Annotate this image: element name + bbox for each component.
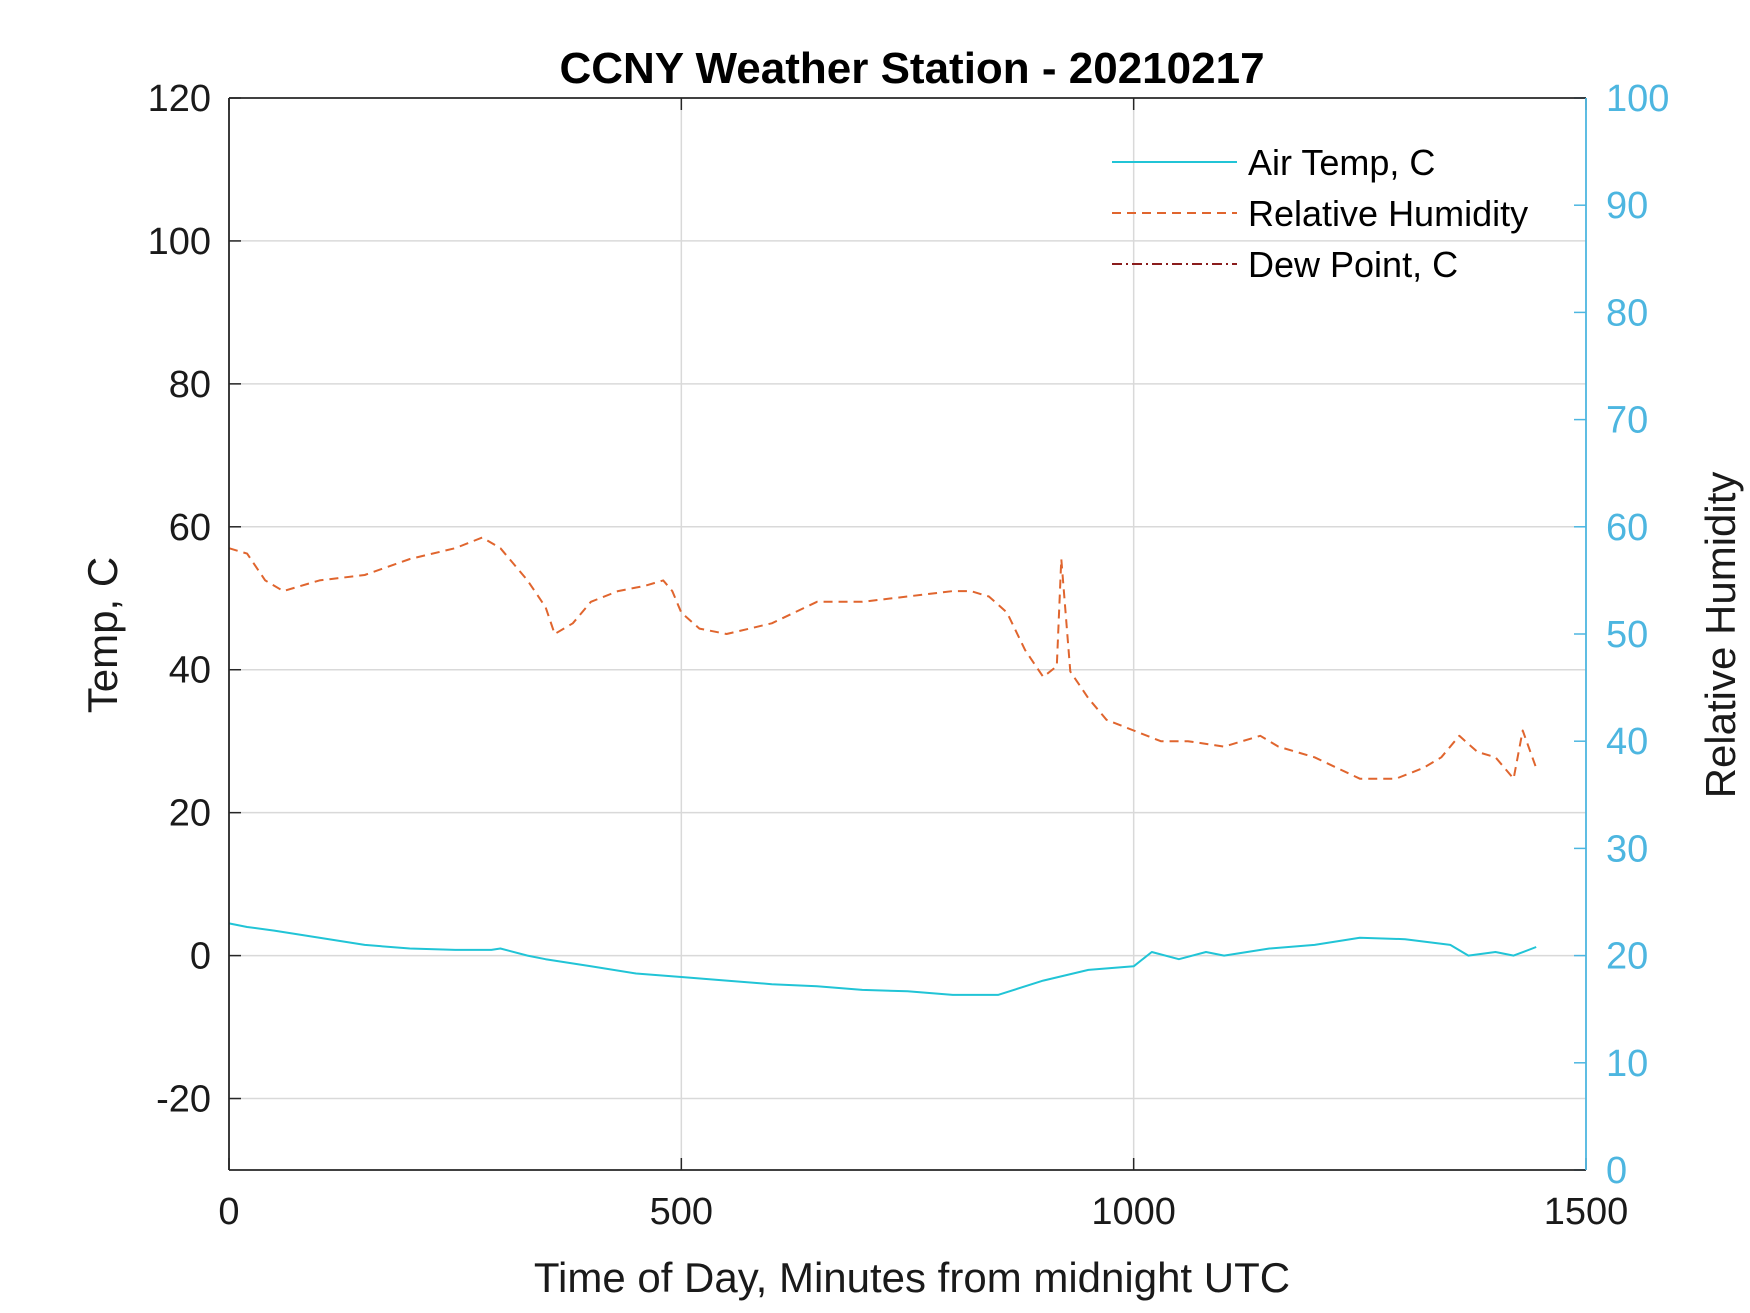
axes (228, 97, 1587, 1171)
y-left-tick-label: 120 (148, 78, 211, 120)
legend: Air Temp, C Relative Humidity Dew Point,… (1112, 142, 1528, 285)
chart-title: CCNY Weather Station - 20210217 (559, 44, 1264, 93)
y-axis-right-label: Relative Humidity (1697, 472, 1744, 799)
y-right-tick-label: 80 (1606, 292, 1648, 334)
y-left-tick-label: 20 (169, 793, 211, 835)
y-right-tick-label: 10 (1606, 1043, 1648, 1085)
y-right-tick-label: 30 (1606, 828, 1648, 870)
y-right-tick-label: 90 (1606, 185, 1648, 227)
y-right-tick-label: 70 (1606, 400, 1648, 442)
y-right-tick-label: 60 (1606, 507, 1648, 549)
y-left-tick-label: 60 (169, 507, 211, 549)
legend-label-air-temp: Air Temp, C (1248, 142, 1435, 183)
x-tick-label: 0 (218, 1191, 239, 1233)
series-line-air-temp (228, 922, 1537, 996)
y-left-tick-label: 0 (190, 936, 211, 978)
y-right-tick-label: 40 (1606, 721, 1648, 763)
plot-area (228, 536, 1538, 996)
y-left-tick-label: 40 (169, 650, 211, 692)
x-tick-label: 1500 (1544, 1191, 1629, 1233)
x-axis-label: Time of Day, Minutes from midnight UTC (534, 1254, 1290, 1301)
y-right-tick-label: 0 (1606, 1150, 1627, 1192)
y-right-tick-label: 50 (1606, 614, 1648, 656)
legend-label-humidity: Relative Humidity (1248, 193, 1528, 234)
y-left-tick-label: 80 (169, 364, 211, 406)
y-axis-left-label: Temp, C (79, 557, 126, 713)
y-right-tick-label: 20 (1606, 936, 1648, 978)
grid-lines (229, 98, 1586, 1170)
y-right-tick-label: 100 (1606, 78, 1669, 120)
x-tick-label: 500 (650, 1191, 713, 1233)
y-left-tick-label: 100 (148, 221, 211, 263)
series-line-humidity (228, 536, 1538, 780)
legend-label-dew-point: Dew Point, C (1248, 244, 1458, 285)
tick-labels: 0 500 1000 1500120100806040200-201009080706… (148, 78, 1670, 1233)
y-left-tick-label: -20 (156, 1079, 211, 1121)
x-tick-label: 1000 (1091, 1191, 1176, 1233)
